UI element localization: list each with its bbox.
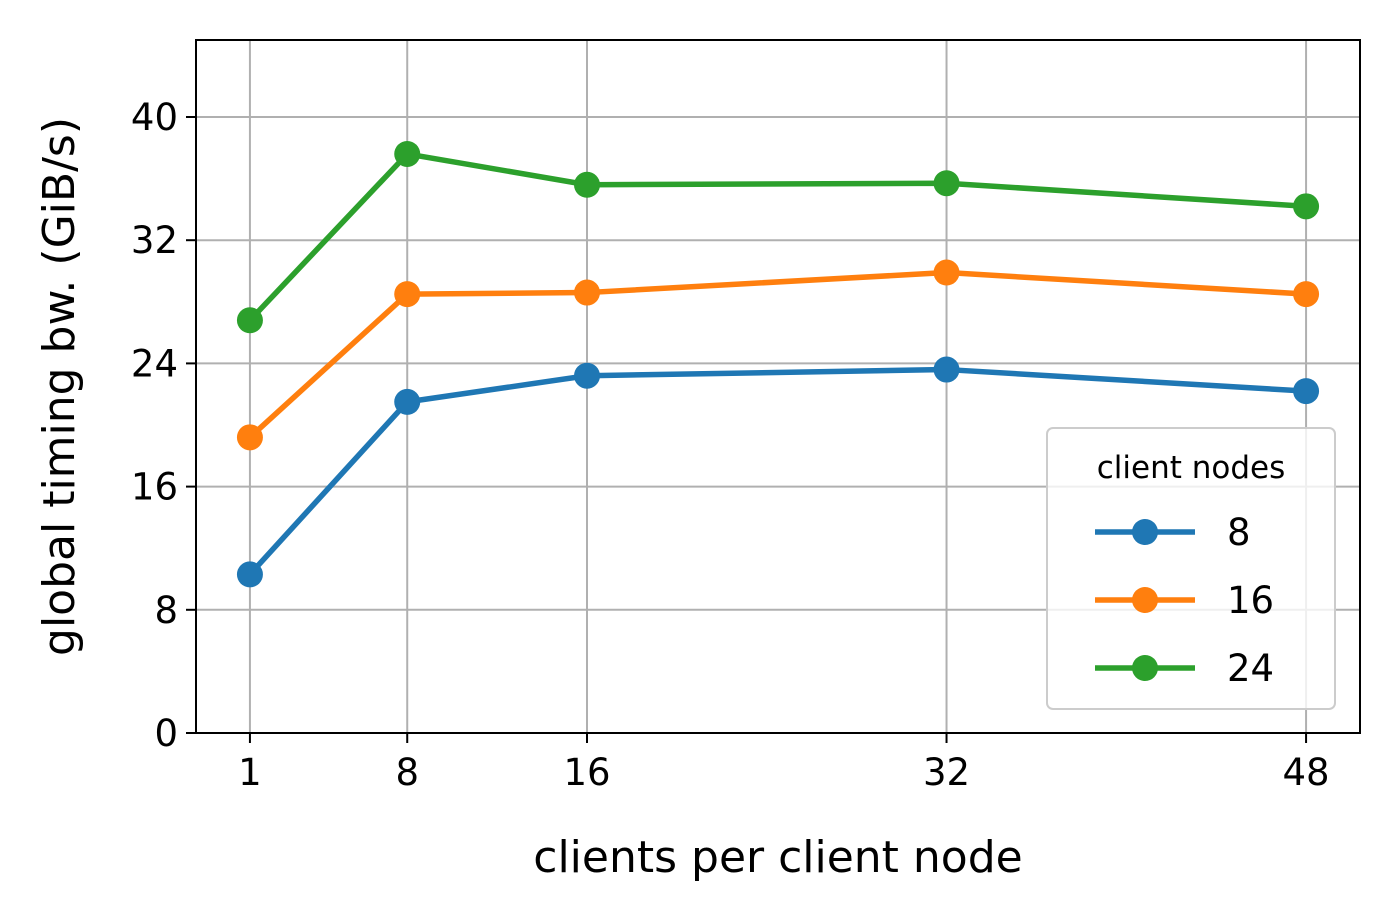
data-point xyxy=(573,171,600,198)
x-tick-label: 32 xyxy=(923,751,970,794)
data-point xyxy=(394,281,421,308)
y-tick-label: 40 xyxy=(131,96,178,139)
data-point xyxy=(394,140,421,167)
legend-box xyxy=(1046,427,1336,710)
data-point xyxy=(236,307,263,334)
y-tick-label: 8 xyxy=(154,589,178,632)
data-point xyxy=(1293,281,1320,308)
data-point xyxy=(394,388,421,415)
x-tick-label: 1 xyxy=(238,751,262,794)
y-axis-label: global timing bw. (GiB/s) xyxy=(34,117,85,656)
legend: client nodes 8 16 24 xyxy=(1046,427,1336,710)
data-point xyxy=(236,561,263,588)
x-tick-label: 8 xyxy=(395,751,419,794)
data-point xyxy=(1293,193,1320,220)
x-axis-label: clients per client node xyxy=(533,832,1022,883)
data-point xyxy=(573,279,600,306)
legend-title: client nodes xyxy=(1097,450,1286,486)
y-tick-label: 0 xyxy=(154,712,178,755)
series-layer xyxy=(236,140,1320,588)
legend-label-16: 16 xyxy=(1227,579,1274,622)
data-point xyxy=(1293,378,1320,405)
data-point xyxy=(933,170,960,197)
y-tick-label: 16 xyxy=(131,466,178,509)
x-tick-label: 16 xyxy=(563,751,610,794)
y-tick-label: 32 xyxy=(131,219,178,262)
legend-marker-8 xyxy=(1132,519,1158,545)
axis-ticks: 1 8 16 32 48 0 8 16 24 32 40 xyxy=(131,96,1330,794)
plot-frame xyxy=(195,39,1361,734)
data-point xyxy=(933,259,960,286)
x-tick-label: 48 xyxy=(1283,751,1330,794)
data-point xyxy=(933,356,960,383)
data-point xyxy=(573,362,600,389)
y-tick-label: 24 xyxy=(131,342,178,385)
legend-label-8: 8 xyxy=(1227,511,1251,554)
legend-label-24: 24 xyxy=(1227,647,1274,690)
legend-marker-16 xyxy=(1132,587,1158,613)
data-point xyxy=(236,424,263,451)
legend-marker-24 xyxy=(1132,655,1158,681)
